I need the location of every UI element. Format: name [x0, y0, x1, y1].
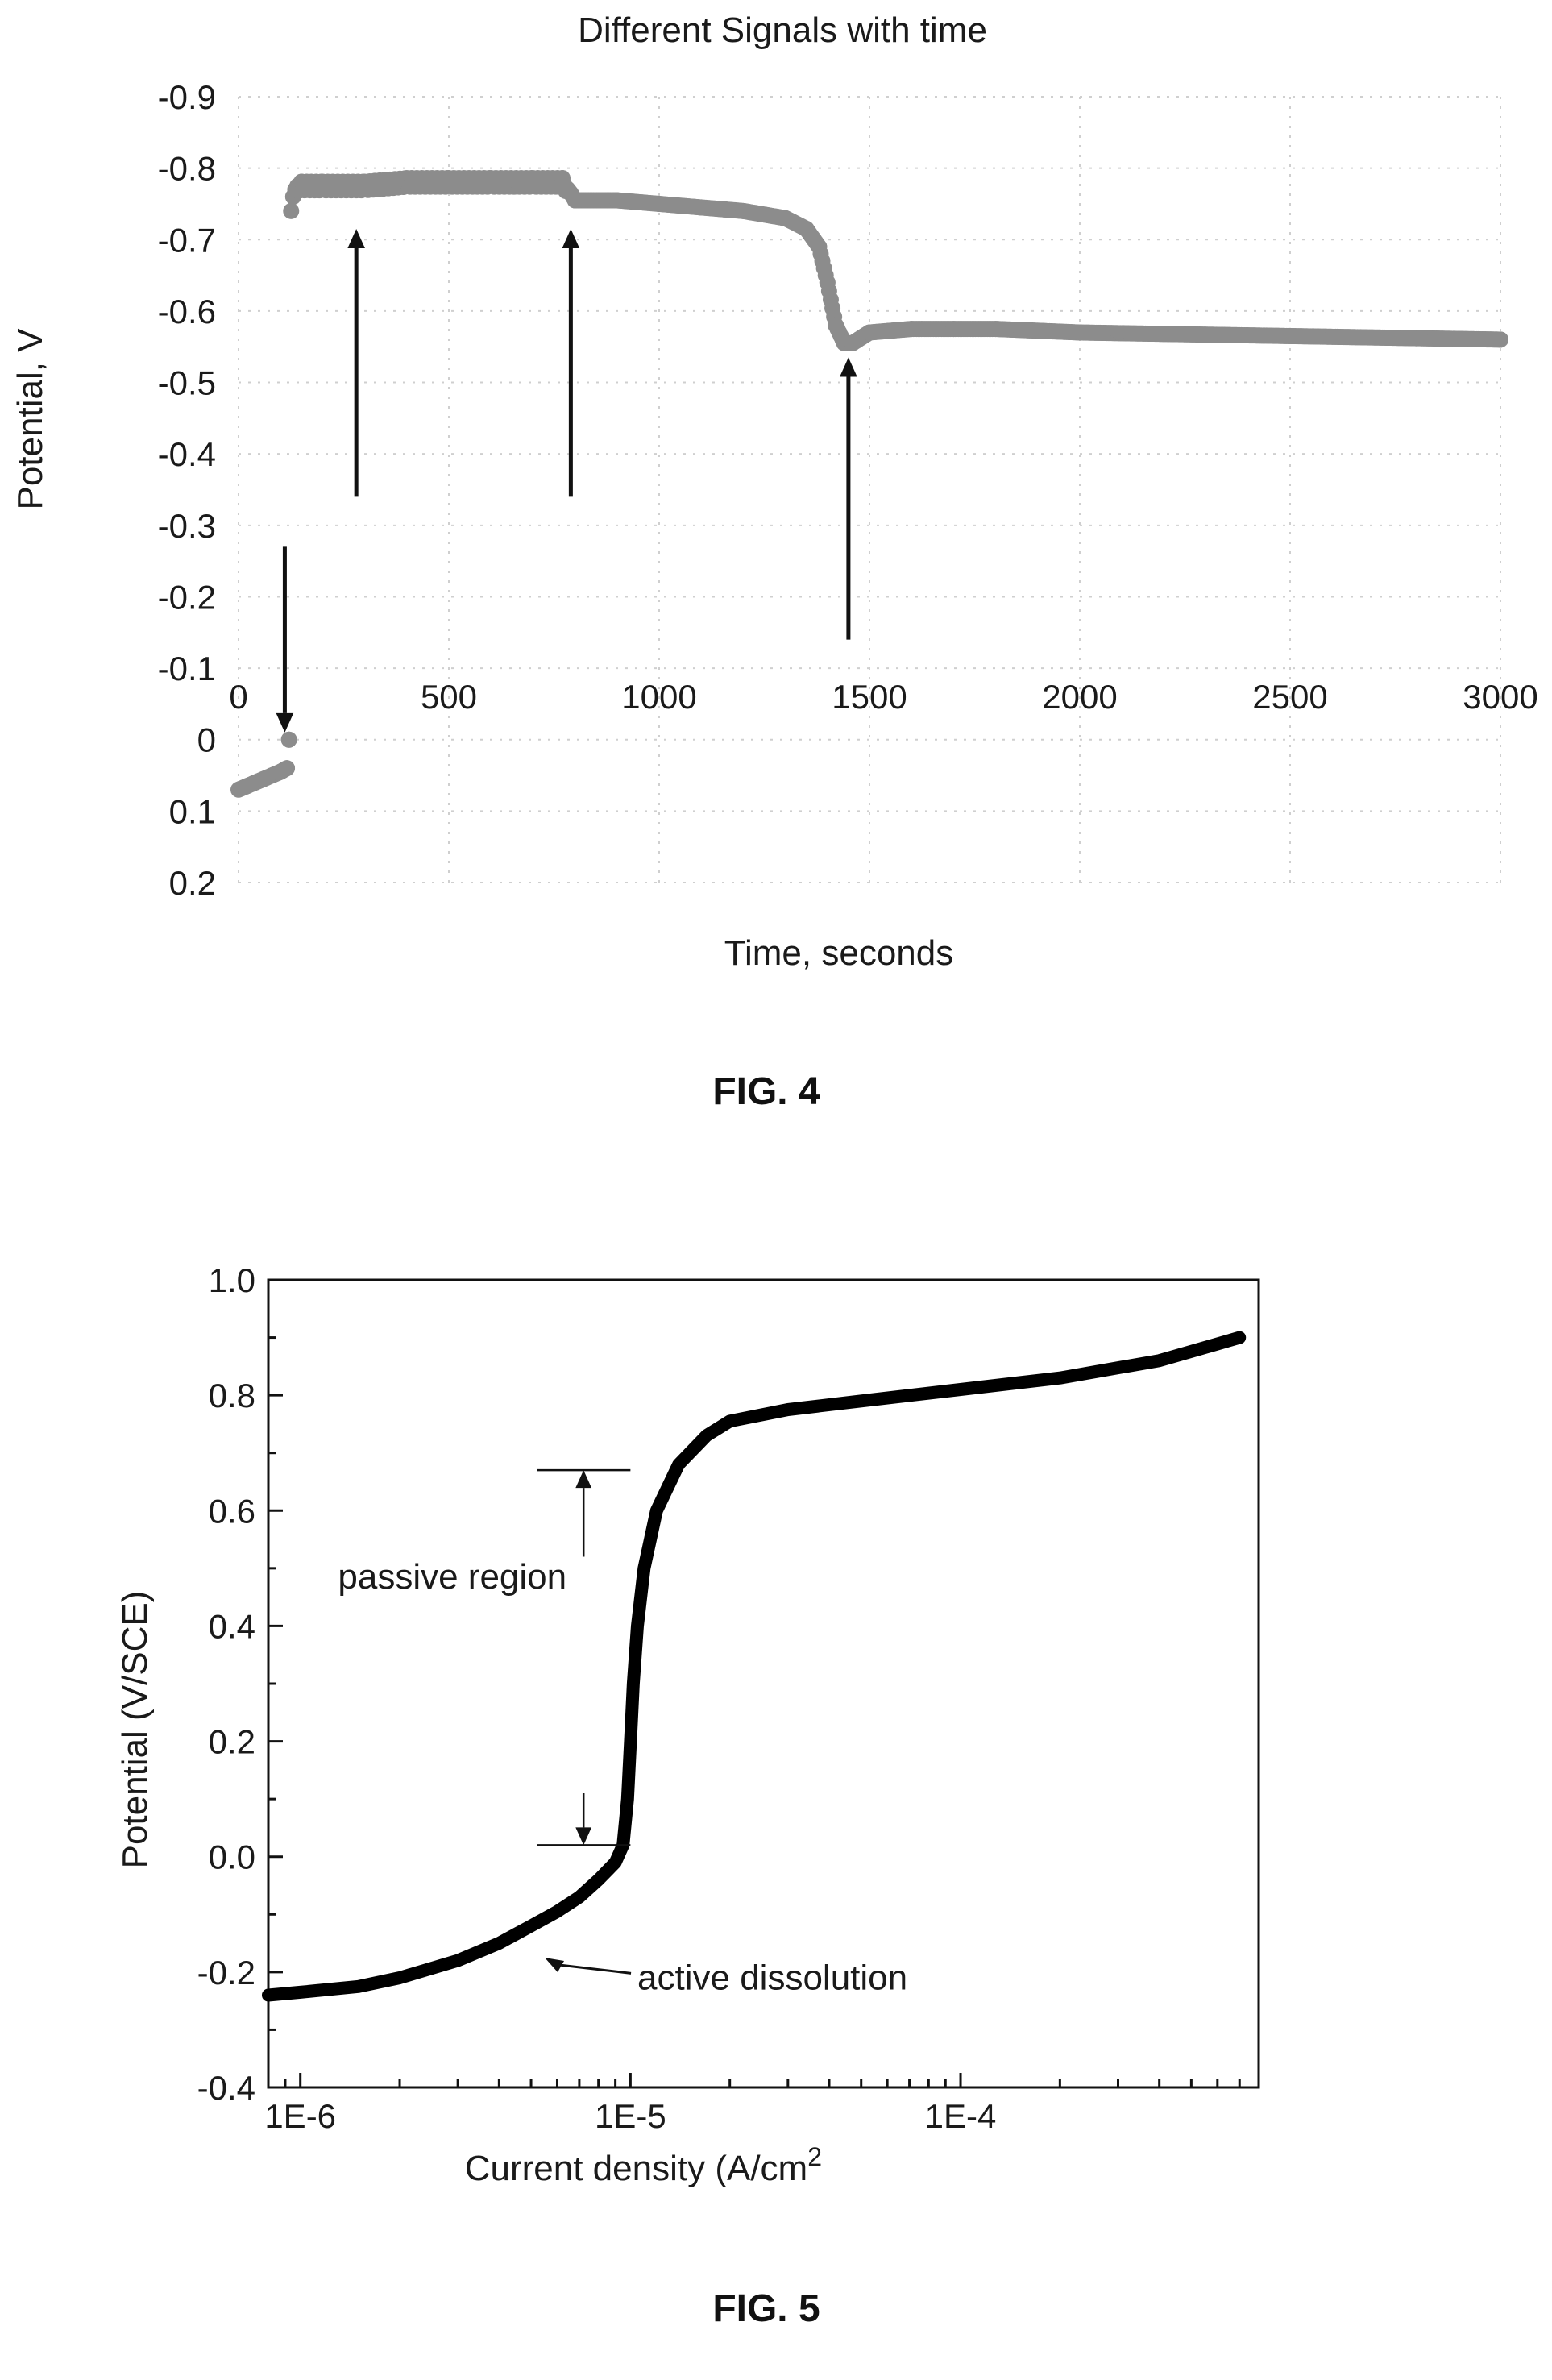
fig5-x-axis-label-superscript: 2	[807, 2142, 822, 2171]
active-dissolution-arrow-head	[545, 1957, 565, 1972]
fig4-grid	[238, 96, 1501, 883]
fig5-chart: Potential (V/SCE) Current density (A/cm2…	[115, 1261, 1260, 2188]
fig5-y-tick-label: -0.2	[197, 1954, 255, 1992]
fig4-data-point	[283, 202, 300, 219]
fig4-data-series	[230, 170, 1508, 798]
fig4-x-tick-label: 2500	[1252, 678, 1327, 716]
fig5-y-tick-label: 0.8	[209, 1377, 255, 1414]
fig5-axes	[267, 1278, 1260, 2089]
fig4-y-tick-label: -0.2	[158, 578, 216, 616]
fig5-y-tick-label: -0.4	[197, 2069, 255, 2107]
fig4-y-tick-label: 0.1	[169, 792, 216, 830]
fig5-x-tick-labels: 1E-6 1E-5 1E-4	[264, 2097, 996, 2135]
fig5-y-tick-labels: -0.4 -0.2 0.0 0.2 0.4 0.6 0.8 1.0	[197, 1261, 255, 2107]
active-dissolution-arrow	[558, 1963, 632, 1975]
fig4-y-tick-label: -0.9	[158, 78, 216, 116]
active-dissolution-label: active dissolution	[637, 1958, 907, 1997]
fig4-y-tick-label: -0.4	[158, 435, 216, 473]
fig4-y-tick-label: -0.3	[158, 507, 216, 545]
fig5-x-tick-label: 1E-6	[264, 2097, 336, 2135]
fig5-annotations: passive region active dissolution	[338, 1468, 907, 1997]
fig4-y-axis-label: Potential, V	[10, 328, 50, 510]
passive-region-arrow-head	[575, 1827, 592, 1846]
fig5-x-axis-label-main: Current density (A/cm	[465, 2149, 807, 2188]
fig4-caption: FIG. 4	[712, 1070, 820, 1113]
fig4-data-point	[280, 731, 297, 748]
fig5-y-tick-label: 0.0	[209, 1838, 255, 1876]
fig4-y-tick-label: -0.6	[158, 293, 216, 330]
fig4-y-tick-label: -0.7	[158, 221, 216, 259]
fig4-y-tick-labels: -0.9 -0.8 -0.7 -0.6 -0.5 -0.4 -0.3 -0.2 -0.1 0 0.1…	[158, 78, 216, 902]
fig4-title: Different Signals with time	[578, 10, 987, 50]
fig4-x-tick-label: 1500	[832, 678, 907, 716]
fig4-data-point	[1492, 331, 1508, 348]
fig4-x-tick-label: 2000	[1042, 678, 1117, 716]
fig4-chart: Different Signals with time Potential, V…	[10, 10, 1538, 973]
fig4-arrow-head	[562, 228, 580, 248]
fig4-x-tick-label: 1000	[621, 678, 696, 716]
passive-region-arrow-head	[575, 1470, 592, 1489]
fig4-x-tick-label: 3000	[1463, 678, 1537, 716]
fig5-y-tick-label: 0.2	[209, 1723, 255, 1761]
fig5-caption: FIG. 5	[712, 2287, 820, 2330]
fig4-y-tick-label: -0.5	[158, 364, 216, 402]
fig4-y-tick-label: -0.1	[158, 650, 216, 687]
passive-region-label: passive region	[338, 1557, 566, 1597]
fig4-x-tick-label: 500	[421, 678, 477, 716]
fig4-data-point	[279, 760, 296, 777]
fig5-x-tick-label: 1E-5	[595, 2097, 666, 2135]
fig4-arrow-head	[347, 228, 365, 248]
fig5-x-tick-label: 1E-4	[925, 2097, 997, 2135]
fig5-y-tick-label: 0.6	[209, 1492, 255, 1530]
fig5-x-axis-label: Current density (A/cm2	[465, 2142, 822, 2188]
fig4-y-tick-label: -0.8	[158, 150, 216, 188]
fig4-x-tick-labels: 0 500 1000 1500 2000 2500 3000	[229, 678, 1537, 716]
fig5-y-tick-label: 1.0	[209, 1261, 255, 1299]
fig4-y-tick-label: 0	[197, 721, 216, 759]
fig4-annotation-arrows	[276, 228, 857, 733]
fig5-data-curve	[262, 1331, 1247, 2002]
fig4-arrow-head	[276, 712, 294, 733]
fig4-y-tick-label: 0.2	[169, 864, 216, 902]
fig5-y-tick-label: 0.4	[209, 1607, 255, 1645]
fig4-arrow-head	[840, 357, 857, 377]
fig5-y-axis-label: Potential (V/SCE)	[115, 1591, 155, 1869]
fig4-x-tick-label: 0	[229, 678, 247, 716]
fig4-x-axis-label: Time, seconds	[724, 933, 953, 973]
